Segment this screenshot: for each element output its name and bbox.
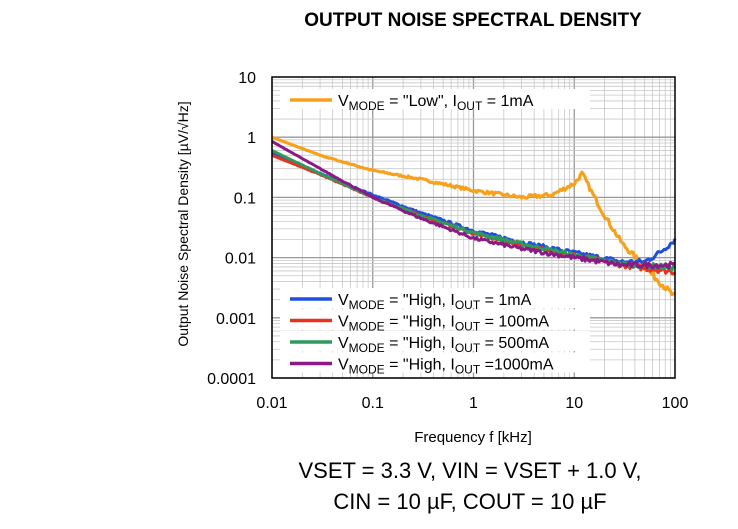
legend-text-part: OUT	[455, 341, 481, 355]
legend-label: VMODE = "High, IOUT = 100mA	[338, 314, 549, 334]
legend-text-part: OUT	[457, 99, 483, 113]
y-tick-label: 10	[238, 70, 256, 87]
legend-bg	[280, 331, 590, 351]
condition-line-2: CIN = 10 µF, COUT = 10 µF	[333, 489, 607, 514]
legend-bg	[280, 288, 590, 308]
legend-text-part: =1000mA	[480, 357, 554, 374]
legend-text-part: OUT	[455, 298, 481, 312]
legend-text-part: V	[338, 335, 349, 352]
y-tick-label: 1	[247, 130, 256, 147]
legend-text-part: = 1mA	[482, 93, 533, 110]
legend-label: VMODE = "High, IOUT = 500mA	[338, 335, 549, 355]
legend-text-part: = "Low", I	[385, 93, 457, 110]
legend-text-part: = 1mA	[480, 292, 531, 309]
legend-text-part: MODE	[349, 363, 385, 377]
legend-text-part: = "High, I	[385, 335, 455, 352]
legend-text-part: V	[338, 93, 349, 110]
legend-text-part: MODE	[349, 99, 385, 113]
series-line-4	[271, 140, 676, 270]
legend-entry-2: VMODE = "High, IOUT = 100mA	[280, 309, 590, 334]
legend-text-part: V	[338, 292, 349, 309]
legend-text-part: OUT	[455, 320, 481, 334]
x-tick-label: 100	[662, 395, 689, 412]
y-tick-label: 0.1	[234, 190, 256, 207]
chart-title: OUTPUT NOISE SPECTRAL DENSITY	[304, 10, 642, 31]
condition-line-1: VSET = 3.3 V, VIN = VSET + 1.0 V,	[298, 458, 642, 483]
legend-bg	[280, 89, 590, 109]
legend-label: VMODE = "Low", IOUT = 1mA	[338, 93, 534, 113]
legend-text-part: = "High, I	[385, 314, 455, 331]
y-tick-label: 0.001	[216, 311, 256, 328]
legend-entry-0: VMODE = "Low", IOUT = 1mA	[280, 89, 590, 113]
x-tick-label: 0.01	[256, 395, 287, 412]
x-axis-label: Frequency f [kHz]	[414, 429, 532, 446]
legend-label: VMODE = "High, IOUT =1000mA	[338, 357, 554, 377]
legend-entry-3: VMODE = "High, IOUT = 500mA	[280, 331, 590, 355]
x-tick-label: 0.1	[362, 395, 384, 412]
legend-text-part: MODE	[349, 341, 385, 355]
legend-text-part: = "High, I	[385, 357, 455, 374]
legend-text-part: V	[338, 314, 349, 331]
plot-frame	[271, 76, 676, 379]
legend-text-part: MODE	[349, 298, 385, 312]
legend-entry-1: VMODE = "High, IOUT = 1mA	[280, 288, 590, 312]
legend-text-part: = "High, I	[385, 292, 455, 309]
x-tick-label: 1	[469, 395, 478, 412]
y-tick-label: 0.01	[225, 251, 256, 268]
legend-text-part: MODE	[349, 320, 385, 334]
legend-text-part: OUT	[455, 363, 481, 377]
legend-text-part: V	[338, 357, 349, 374]
y-tick-label: 0.0001	[207, 371, 256, 388]
legend-label: VMODE = "High, IOUT = 1mA	[338, 292, 532, 312]
legend-text-part: = 500mA	[480, 335, 549, 352]
legend-bg	[280, 309, 590, 330]
legend-text-part: = 100mA	[480, 314, 549, 331]
legend-bg	[280, 352, 590, 373]
series-line-0	[271, 135, 676, 297]
y-axis-label: Output Noise Spectral Density [µV/√Hz]	[175, 101, 191, 346]
x-tick-label: 10	[565, 395, 583, 412]
legend-entry-4: VMODE = "High, IOUT =1000mA	[280, 352, 590, 377]
